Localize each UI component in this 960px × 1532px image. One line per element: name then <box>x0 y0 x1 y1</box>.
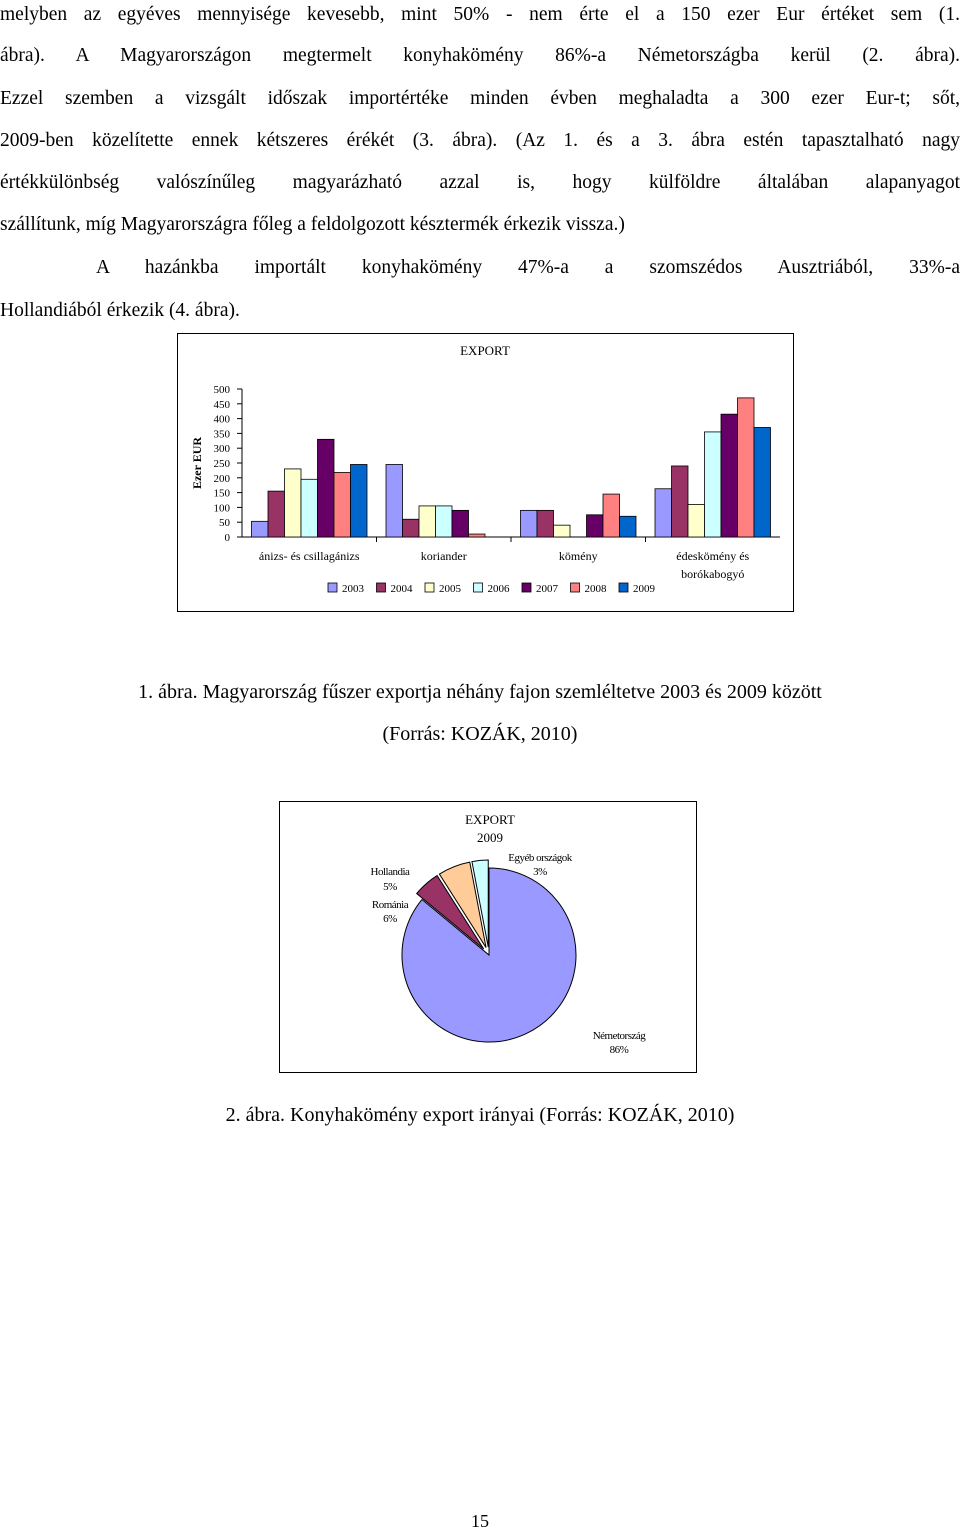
legend-label: 2004 <box>391 583 414 595</box>
bar-2007 <box>720 413 738 538</box>
bar-2009 <box>619 515 637 538</box>
pie-slice <box>471 859 489 948</box>
export-pie-chart-svg: EXPORT 2009 Hollandia 5% Románia 6% Egyéb orsz… <box>371 812 647 1056</box>
chart-title: EXPORT <box>460 343 510 358</box>
legend-label: 2008 <box>585 583 608 595</box>
bar-2004 <box>267 490 285 538</box>
x-category-label: édeskömény és <box>676 549 749 563</box>
pie-slice <box>415 874 485 950</box>
y-tick-label: 450 <box>214 399 231 411</box>
bar-2008 <box>737 397 755 538</box>
legend-label: 2005 <box>439 583 462 595</box>
pie-label: Egyéb országok <box>508 852 573 864</box>
y-tick-label: 500 <box>214 384 231 396</box>
bar-2005 <box>284 468 302 538</box>
bar-2003 <box>385 464 403 538</box>
legend-swatch-2007 <box>521 582 532 593</box>
bar-2006 <box>704 431 722 538</box>
text-line: ábra). A Magyarországon megtermelt konyh… <box>0 45 960 66</box>
y-tick-label: 350 <box>214 428 231 440</box>
x-category-label: borókabogyó <box>681 567 744 581</box>
export-bar-chart-svg: EXPORT Ezer EUR 0 50 100 150 200 250 300 350 400 45… <box>190 343 780 595</box>
bar-2006 <box>300 478 318 538</box>
text-line: értékkülönbség valószínűleg magyarázható… <box>0 172 960 193</box>
bar-2009 <box>350 464 368 538</box>
legend-swatch-2008 <box>570 582 580 593</box>
pie-label: Hollandia <box>371 866 410 878</box>
legend-label: 2009 <box>633 583 656 595</box>
legend-swatch-2009 <box>618 582 629 593</box>
legend-label: 2003 <box>342 583 365 595</box>
y-tick-label: 50 <box>219 517 231 529</box>
bar-2006 <box>435 505 453 538</box>
text-line: Hollandiából érkezik (4. ábra). <box>0 300 240 321</box>
pie-label: Románia <box>372 899 409 911</box>
bar-2003 <box>520 509 538 538</box>
legend-swatch-2004 <box>376 582 386 593</box>
bar-2008 <box>602 493 620 538</box>
bar-2004 <box>671 465 689 538</box>
legend-label: 2007 <box>536 583 559 595</box>
bar-2005 <box>553 524 571 538</box>
y-tick-label: 0 <box>225 532 231 544</box>
y-tick-label: 250 <box>214 458 231 470</box>
x-category-label: kömény <box>559 549 598 563</box>
text-line: szállítunk, míg Magyarországra főleg a f… <box>0 214 625 235</box>
bar-2009 <box>753 427 771 538</box>
bar-2005 <box>687 504 705 538</box>
pie-label-value: 86% <box>610 1044 629 1056</box>
y-axis-label: Ezer EUR <box>190 437 204 489</box>
text-line: melyben az egyéves mennyisége kevesebb, … <box>0 4 960 25</box>
figure1-caption: 1. ábra. Magyarország fűszer exportja né… <box>138 681 822 703</box>
legend-label: 2006 <box>488 583 511 595</box>
pie-slice <box>438 861 487 948</box>
y-tick-label: 300 <box>214 443 231 455</box>
export-pie-chart: EXPORT 2009 Hollandia 5% Románia 6% Egyéb orsz… <box>279 801 697 1073</box>
text-line: A hazánkba importált konyhakömény 47%-a … <box>96 257 960 278</box>
x-category-label: ánizs- és csillagánizs <box>259 549 360 563</box>
pie-label-value: 5% <box>383 881 397 893</box>
bar-2004 <box>536 509 554 538</box>
bar-2003 <box>654 488 672 538</box>
x-category-label: koriander <box>421 549 467 563</box>
text-line: Ezzel szemben a vizsgált időszak importé… <box>0 88 960 109</box>
figure2-caption: 2. ábra. Konyhakömény export irányai (Fo… <box>225 1104 735 1126</box>
page-number: 15 <box>471 1511 489 1531</box>
bar-2007 <box>317 438 335 538</box>
y-tick-label: 200 <box>214 473 231 485</box>
legend-swatch-2005 <box>424 582 435 593</box>
pie-label-value: 6% <box>383 913 397 925</box>
text-line: 2009-ben közelítette ennek kétszeres éré… <box>0 130 960 151</box>
bar-2007 <box>586 514 604 538</box>
bar-2004 <box>402 518 420 538</box>
y-tick-label: 400 <box>214 414 231 426</box>
export-bar-chart: EXPORT Ezer EUR 0 50 100 150 200 250 300 350 400 45… <box>177 333 794 612</box>
legend-swatch-2003 <box>327 582 338 593</box>
bar-2007 <box>451 509 469 538</box>
legend-swatch-2006 <box>473 582 483 593</box>
y-tick-label: 150 <box>214 488 231 500</box>
pie-subtitle: 2009 <box>477 830 503 845</box>
pie-label-value: 3% <box>533 866 547 878</box>
y-tick-label: 100 <box>214 502 231 514</box>
pie-slice <box>401 867 577 1043</box>
pie-label: Németország <box>593 1030 647 1042</box>
bar-2003 <box>251 520 269 538</box>
bar-2008 <box>468 533 486 538</box>
figure1-source: (Forrás: KOZÁK, 2010) <box>382 723 578 745</box>
bar-2005 <box>418 505 436 538</box>
bar-2008 <box>333 472 351 538</box>
pie-title: EXPORT <box>465 812 515 827</box>
